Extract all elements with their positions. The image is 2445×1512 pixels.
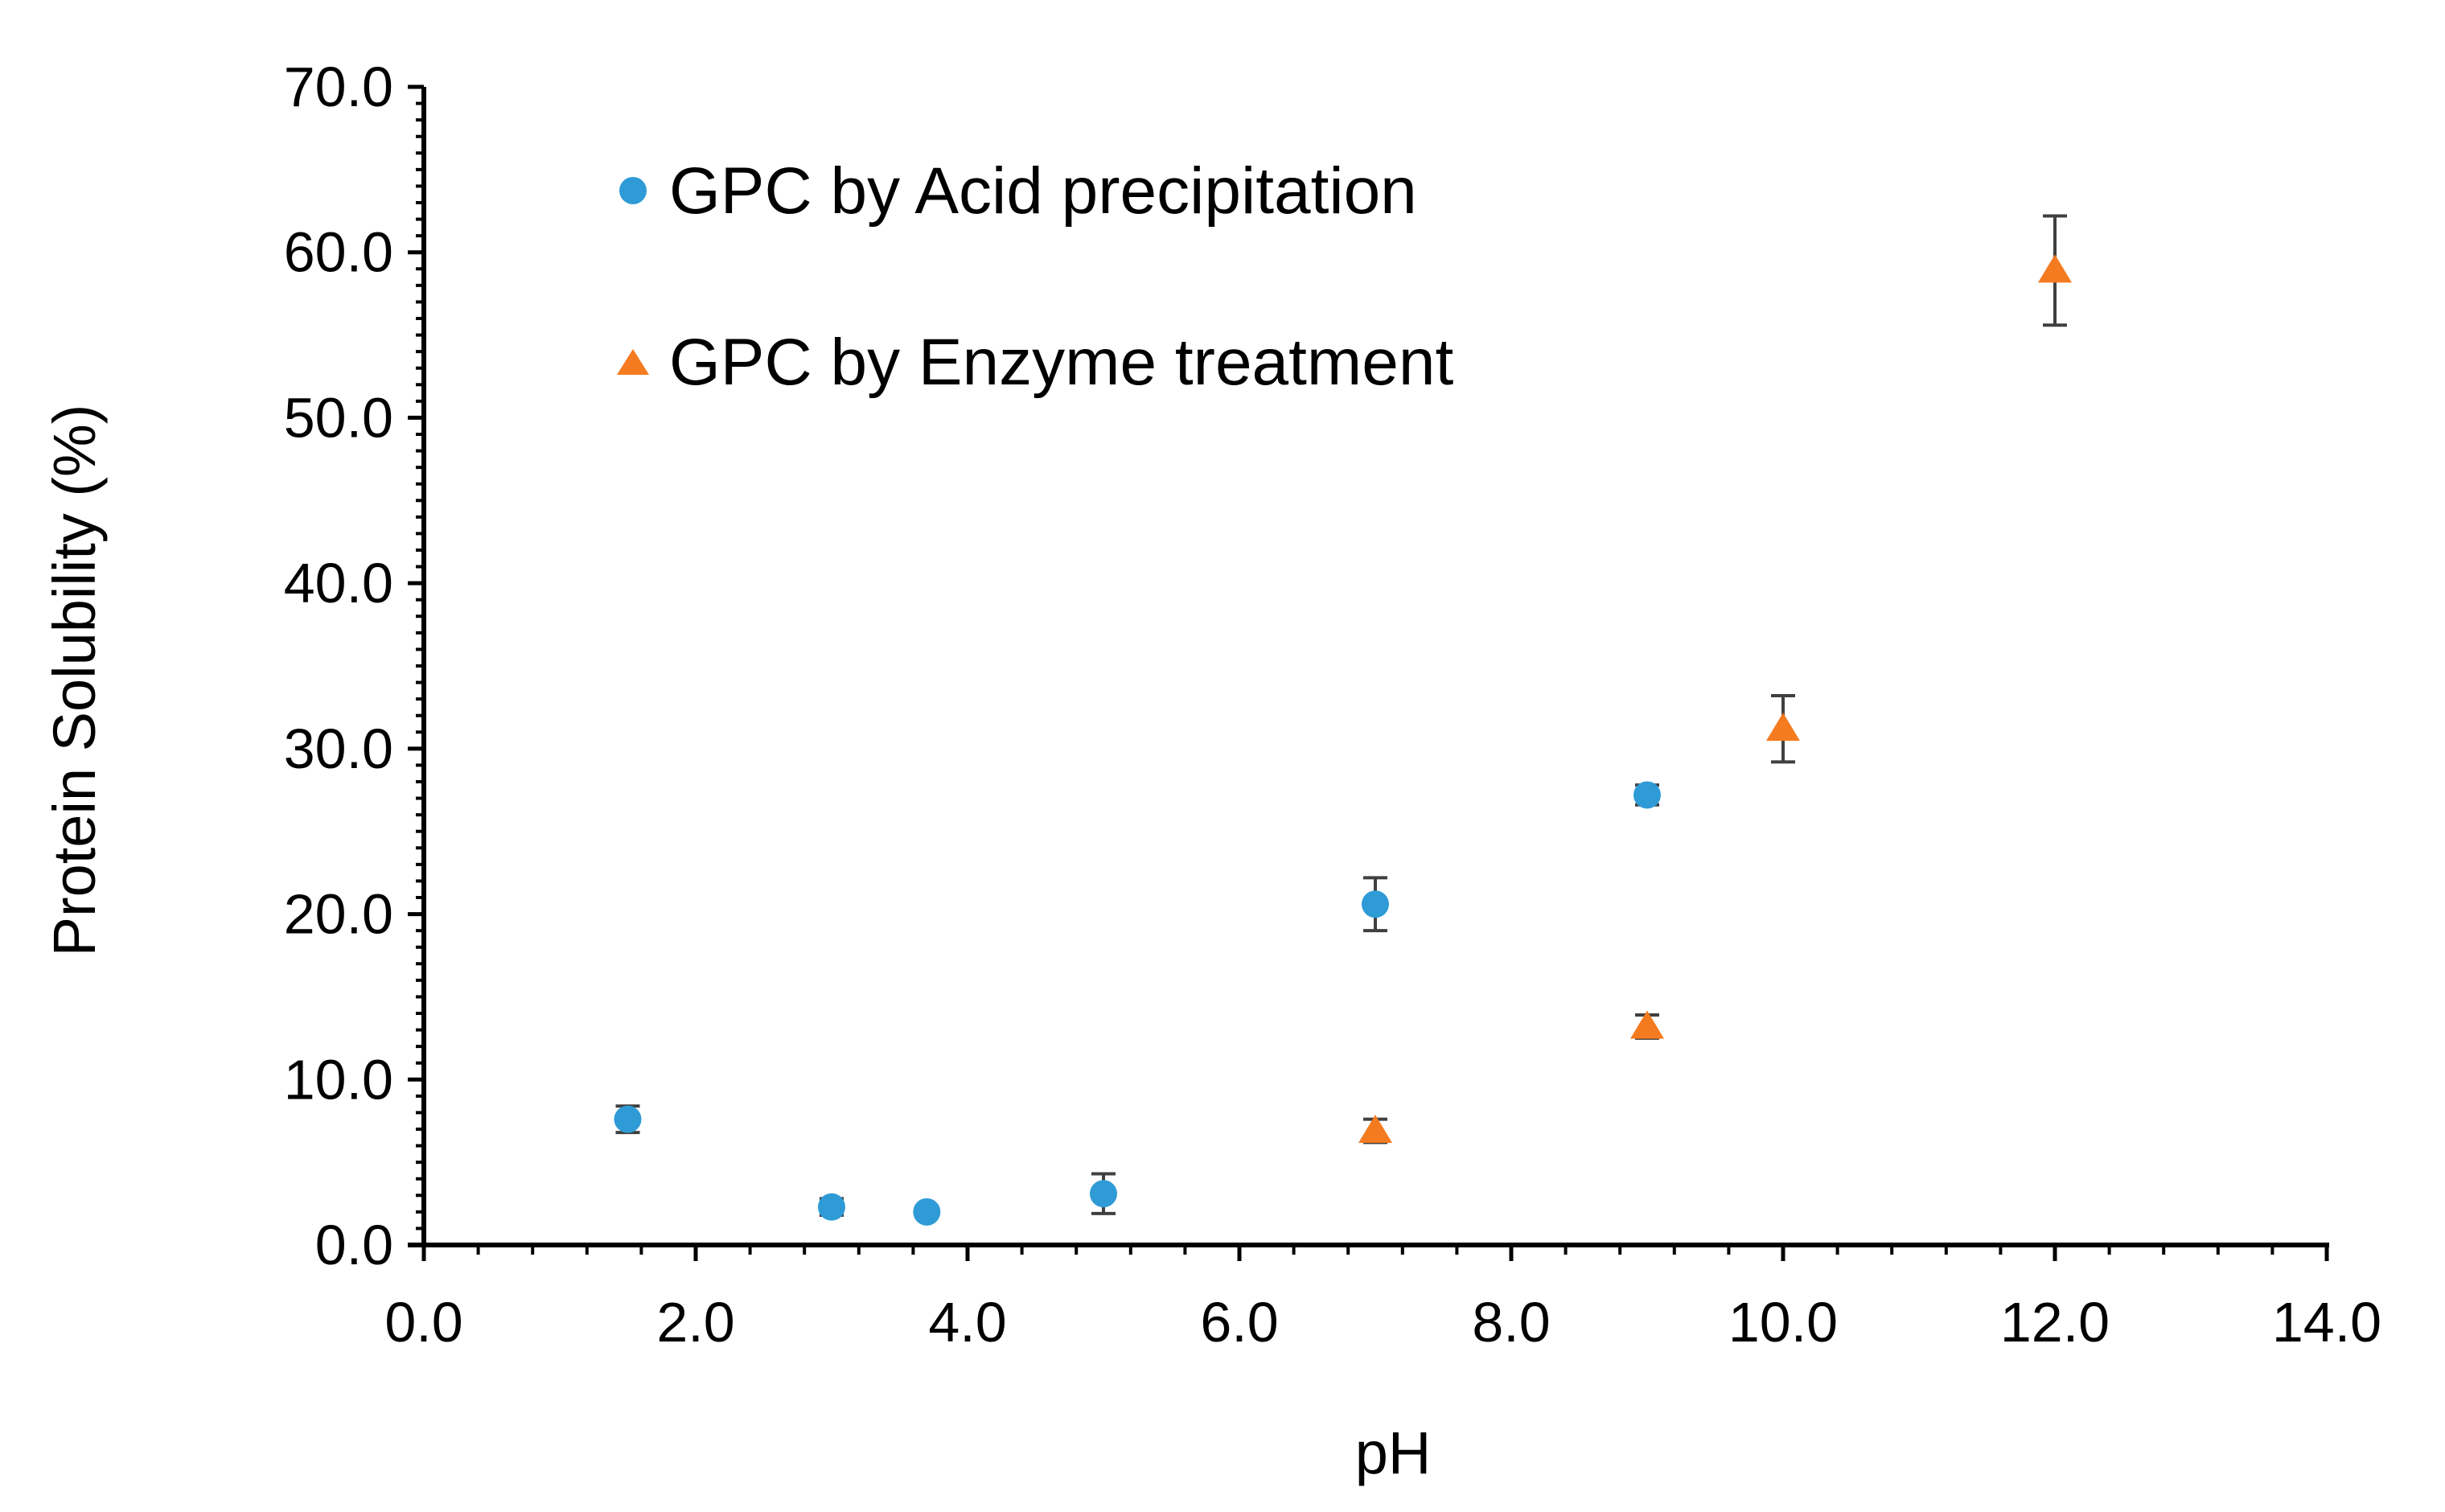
y-axis-title: Protein Solubility (%)	[41, 405, 108, 957]
x-tick-label: 14.0	[2272, 1291, 2381, 1354]
data-point-enzyme	[1358, 1115, 1392, 1144]
x-tick-label: 4.0	[928, 1291, 1006, 1354]
axis-tick-labels: 0.0 10.0 20.0 30.0 40.0 50.0 60.0 70.0 0.0 2.0 4.0…	[284, 55, 2381, 1354]
y-tick-label: 70.0	[284, 55, 393, 118]
x-tick-label: 2.0	[656, 1291, 734, 1354]
x-tick-label: 6.0	[1200, 1291, 1278, 1354]
data-point-acid	[1090, 1180, 1117, 1208]
data-point-acid	[1633, 781, 1661, 809]
x-tick-label: 10.0	[1728, 1291, 1838, 1354]
y-tick-label: 60.0	[284, 221, 393, 284]
data-point-enzyme	[1630, 1010, 1664, 1039]
legend-label-enzyme: GPC by Enzyme treatment	[669, 326, 1453, 399]
x-axis-title: pH	[1355, 1420, 1432, 1486]
x-tick-label: 0.0	[384, 1291, 462, 1354]
data-point-enzyme	[1766, 713, 1800, 742]
data-point-acid	[818, 1193, 845, 1221]
legend-marker-triangle-icon	[617, 349, 649, 375]
data-point-acid	[1362, 890, 1389, 918]
legend-label-acid: GPC by Acid precipitation	[669, 154, 1417, 228]
data-points	[614, 254, 2072, 1226]
legend: GPC by Acid precipitation GPC by Enzyme …	[617, 154, 1453, 399]
x-tick-label: 12.0	[2000, 1291, 2110, 1354]
legend-marker-circle-icon	[619, 177, 647, 204]
legend-entry-acid: GPC by Acid precipitation	[619, 154, 1417, 228]
data-point-acid	[614, 1105, 642, 1133]
y-tick-label: 50.0	[284, 386, 393, 449]
legend-entry-enzyme: GPC by Enzyme treatment	[617, 326, 1453, 399]
y-tick-label: 0.0	[315, 1214, 393, 1276]
data-point-acid	[913, 1198, 941, 1226]
axis-ticks	[408, 84, 2329, 1261]
y-tick-label: 30.0	[284, 717, 393, 780]
y-tick-label: 40.0	[284, 552, 393, 614]
data-point-enzyme	[2038, 254, 2072, 283]
y-tick-label: 20.0	[284, 883, 393, 946]
y-tick-label: 10.0	[284, 1048, 393, 1111]
x-tick-label: 8.0	[1472, 1291, 1550, 1354]
axes	[408, 87, 2329, 1247]
